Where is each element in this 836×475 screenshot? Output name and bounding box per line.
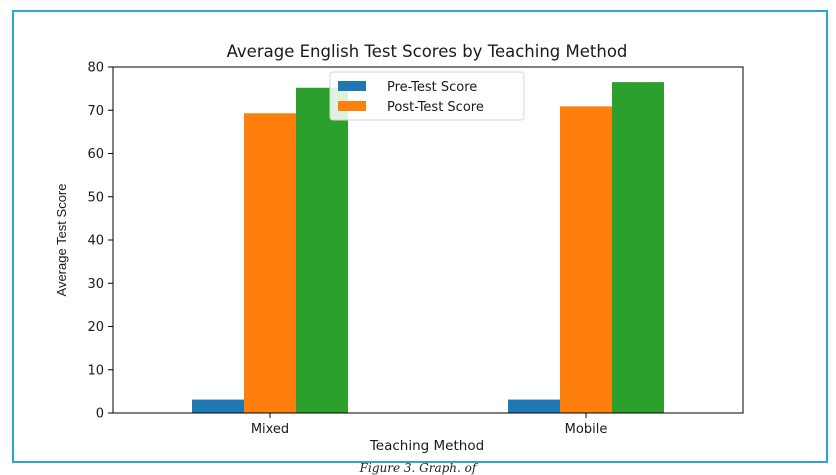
chart-title: Average English Test Scores by Teaching … — [227, 42, 628, 61]
legend: Pre-Test Score Post-Test Score — [329, 71, 525, 121]
bar-mobile-series-1 — [508, 399, 560, 413]
x-tick-label: Mixed — [251, 422, 289, 437]
legend-box — [329, 71, 525, 121]
bar-mixed-series-2 — [244, 113, 296, 413]
legend-label: Post-Test Score — [387, 100, 484, 115]
x-tick-label: Mobile — [565, 422, 608, 437]
x-axis-title: Teaching Method — [369, 438, 484, 454]
y-tick-label: 40 — [87, 234, 104, 249]
y-tick-label: 80 — [87, 61, 104, 76]
y-tick-label: 10 — [87, 363, 104, 378]
bar-mobile-series-2 — [560, 106, 612, 414]
y-axis-title: Average Test Score — [54, 184, 69, 297]
bar-mixed-series-1 — [192, 399, 244, 413]
y-tick-label: 60 — [87, 147, 104, 162]
figure-caption: Figure 3. Graph. of — [359, 461, 477, 475]
legend-swatch — [338, 101, 366, 111]
y-tick-label: 50 — [87, 190, 104, 205]
y-tick-label: 20 — [87, 320, 104, 335]
legend-label: Pre-Test Score — [387, 80, 477, 95]
y-tick-label: 0 — [96, 407, 104, 422]
x-axis: Mixed Mobile — [251, 413, 608, 437]
bars-group — [192, 82, 664, 414]
bar-mixed-series-3 — [296, 87, 348, 413]
legend-swatch — [338, 81, 366, 91]
y-axis: 0 10 20 30 40 50 60 70 80 — [87, 61, 113, 422]
bar-mobile-series-3 — [612, 82, 664, 413]
y-tick-label: 30 — [87, 277, 104, 292]
y-tick-label: 70 — [87, 104, 104, 119]
